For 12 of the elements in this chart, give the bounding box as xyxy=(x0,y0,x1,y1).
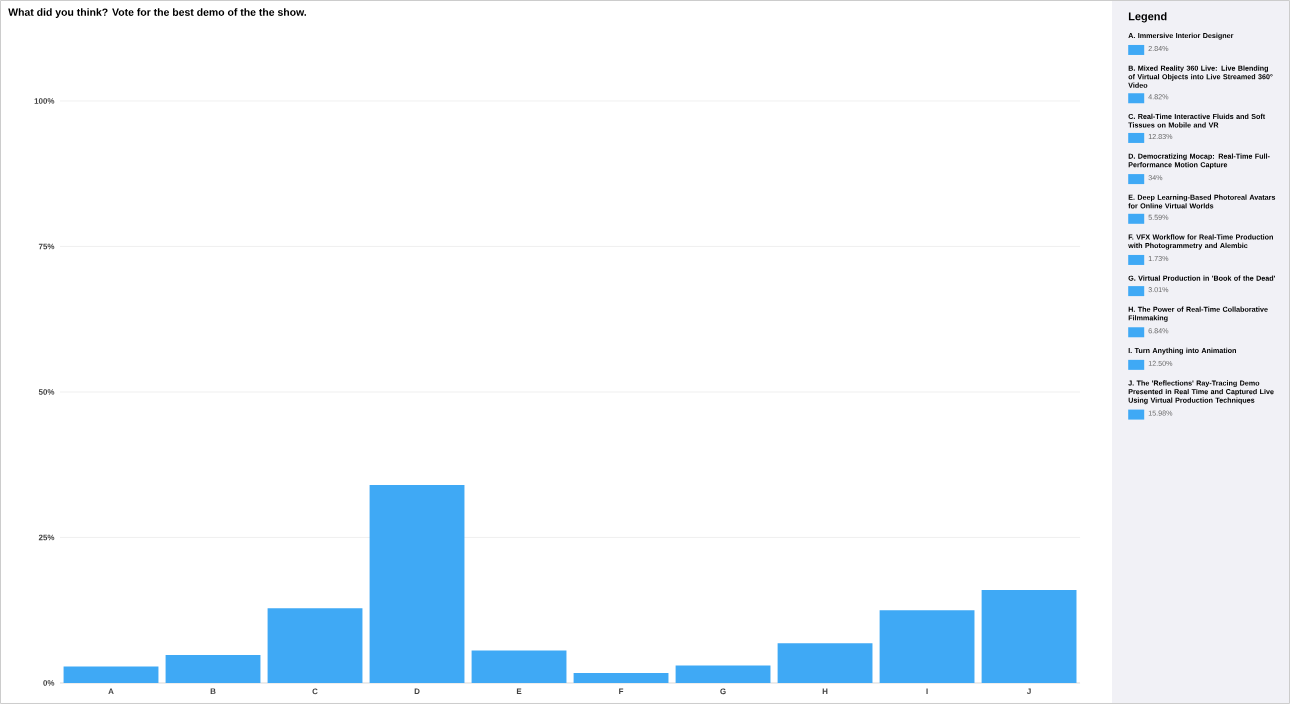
bar xyxy=(267,608,363,683)
chart-title: What did you think? Vote for the best demo of the the show. xyxy=(8,8,307,18)
bar xyxy=(573,672,669,683)
bar xyxy=(165,654,261,683)
bar xyxy=(879,610,975,683)
bar xyxy=(675,665,771,683)
bar xyxy=(777,643,873,683)
text: Legend xyxy=(1128,12,1167,23)
bar xyxy=(63,666,159,683)
bar xyxy=(471,650,567,683)
bar xyxy=(369,485,465,683)
bar xyxy=(981,589,1077,683)
